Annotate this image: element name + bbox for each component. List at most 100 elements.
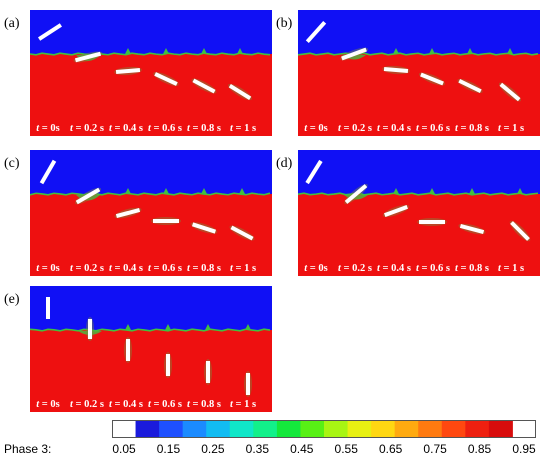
time-value: = 0.4 s <box>379 123 411 134</box>
time-value: = 0.4 s <box>379 263 411 274</box>
free-surface-interface <box>30 192 271 196</box>
colorbar-segment <box>394 421 419 437</box>
falling-object <box>115 207 141 219</box>
time-label: t = 0.2 s <box>338 123 372 134</box>
time-value: = 0.4 s <box>111 123 143 134</box>
time-label: t = 0.6 s <box>148 123 182 134</box>
surface-splash <box>237 48 243 54</box>
surface-splash <box>201 48 207 54</box>
time-label: t = 0s <box>304 123 328 134</box>
falling-object <box>419 220 445 224</box>
simulation-frame-d <box>298 150 540 276</box>
time-label: t = 1 s <box>230 263 256 274</box>
time-label: t = 0.8 s <box>455 123 489 134</box>
colorbar-segment <box>182 421 207 437</box>
time-label: t = 1 s <box>498 263 524 274</box>
time-variable: t <box>148 399 151 410</box>
time-variable: t <box>109 123 112 134</box>
surface-splash <box>125 324 131 330</box>
time-value: = 1 s <box>232 123 257 134</box>
colorbar-tick: 0.05 <box>112 442 136 456</box>
surface-splash <box>393 48 399 54</box>
panel-label-a: (a) <box>4 16 20 31</box>
time-value: = 0s <box>39 263 60 274</box>
time-label: t = 0.4 s <box>377 123 411 134</box>
phase-colorbar <box>112 420 536 438</box>
falling-object <box>39 159 57 185</box>
time-variable: t <box>36 263 40 274</box>
colorbar-segment <box>465 421 490 437</box>
time-value: = 0s <box>39 123 60 134</box>
time-label: t = 0s <box>36 123 60 134</box>
time-variable: t <box>455 123 458 134</box>
time-label: t = 0s <box>304 263 328 274</box>
time-label: t = 0.4 s <box>377 263 411 274</box>
colorbar-tick: 0.25 <box>201 442 225 456</box>
falling-object <box>46 297 50 319</box>
colorbar-segment <box>159 421 184 437</box>
falling-object <box>88 319 92 339</box>
panel-label-c: (c) <box>4 156 20 171</box>
time-value: = 0.2 s <box>72 399 104 410</box>
time-variable: t <box>338 263 341 274</box>
time-label: t = 0s <box>36 399 60 410</box>
colorbar-segment <box>347 421 372 437</box>
time-value: = 1 s <box>500 123 525 134</box>
colorbar-segment <box>135 421 160 437</box>
panel-label-e: (e) <box>4 292 20 307</box>
time-value: = 1 s <box>500 263 525 274</box>
surface-splash <box>469 188 475 194</box>
surface-splash <box>125 188 131 194</box>
time-variable: t <box>304 123 308 134</box>
time-value: = 0.2 s <box>340 263 372 274</box>
panel-label-d: (d) <box>276 156 293 171</box>
time-variable: t <box>338 123 341 134</box>
time-value: = 1 s <box>232 263 257 274</box>
time-variable: t <box>109 263 112 274</box>
time-value: = 0.4 s <box>111 399 143 410</box>
falling-object <box>126 339 130 361</box>
time-variable: t <box>229 123 233 134</box>
falling-object <box>499 82 521 102</box>
time-variable: t <box>304 263 308 274</box>
falling-object <box>74 51 102 63</box>
time-value: = 0.6 s <box>150 123 182 134</box>
time-label: t = 0.8 s <box>187 263 221 274</box>
falling-object <box>341 47 367 61</box>
time-variable: t <box>455 263 458 274</box>
falling-object <box>384 205 408 217</box>
surface-splash <box>507 48 513 54</box>
falling-object <box>75 187 101 205</box>
time-variable: t <box>148 263 151 274</box>
time-value: = 0.8 s <box>189 123 221 134</box>
time-value: = 0s <box>39 399 60 410</box>
falling-object <box>206 361 210 383</box>
time-variable: t <box>377 123 380 134</box>
water-phase-region <box>30 330 272 412</box>
falling-object <box>228 83 252 101</box>
falling-object <box>383 66 409 74</box>
time-label: t = 0.6 s <box>416 263 450 274</box>
surface-splash <box>467 48 473 54</box>
time-value: = 0.8 s <box>189 263 221 274</box>
time-variable: t <box>36 399 40 410</box>
surface-splash <box>429 48 435 54</box>
colorbar-segment <box>206 421 231 437</box>
surface-splash <box>393 188 399 194</box>
colorbar-segment <box>371 421 396 437</box>
time-label: t = 1 s <box>498 123 524 134</box>
time-variable: t <box>36 123 40 134</box>
time-variable: t <box>187 123 190 134</box>
free-surface-interface <box>298 192 539 196</box>
surface-splash <box>201 188 207 194</box>
colorbar-tick: 0.35 <box>245 442 270 456</box>
time-variable: t <box>70 263 73 274</box>
time-label: t = 0s <box>36 263 60 274</box>
